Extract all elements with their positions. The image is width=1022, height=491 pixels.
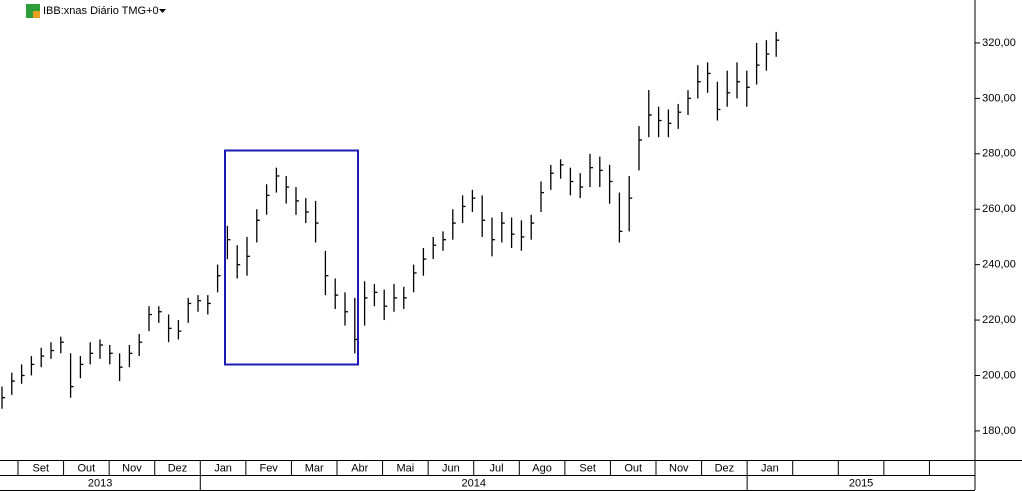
x-tick-label: Fev: [259, 462, 278, 474]
y-tick-label: 300,00: [982, 92, 1016, 104]
y-tick-label: 320,00: [982, 37, 1016, 49]
highlight-box: [224, 149, 359, 366]
y-tick-label: 180,00: [982, 425, 1016, 437]
x-tick-label: Jul: [489, 462, 503, 474]
x-tick-label: Abr: [351, 462, 368, 474]
y-tick-label: 240,00: [982, 259, 1016, 271]
x-tick-label: Dez: [715, 462, 735, 474]
symbol-icon[interactable]: [26, 4, 40, 18]
x-tick-label: Set: [33, 462, 50, 474]
icon-part: [33, 11, 40, 18]
year-label: 2014: [461, 477, 485, 489]
x-tick-label: Nov: [669, 462, 689, 474]
x-tick-label: Jan: [214, 462, 232, 474]
x-tick-label: Dez: [168, 462, 188, 474]
year-label: 2015: [849, 477, 873, 489]
y-tick-label: 260,00: [982, 203, 1016, 215]
x-tick-label: Ago: [532, 462, 552, 474]
x-tick-label: Nov: [122, 462, 142, 474]
x-tick-label: Mar: [305, 462, 324, 474]
y-tick-label: 200,00: [982, 369, 1016, 381]
dropdown-arrow[interactable]: [159, 9, 166, 13]
y-tick-label: 220,00: [982, 314, 1016, 326]
x-tick-label: Set: [579, 462, 596, 474]
x-tick-label: Mai: [396, 462, 414, 474]
year-label: 2013: [88, 477, 112, 489]
chart-title[interactable]: IBB:xnas Diário TMG+0: [43, 5, 159, 17]
y-tick-label: 280,00: [982, 148, 1016, 160]
x-tick-label: Out: [77, 462, 95, 474]
x-tick-label: Jan: [761, 462, 779, 474]
x-tick-label: Jun: [442, 462, 460, 474]
x-tick-label: Out: [624, 462, 642, 474]
